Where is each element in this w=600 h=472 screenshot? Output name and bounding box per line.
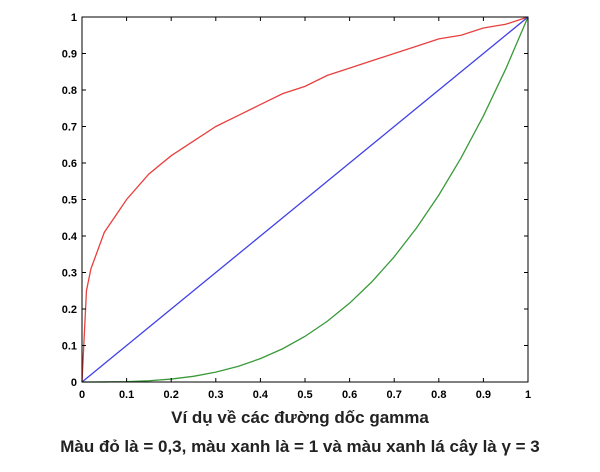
y-tick-label: 0.3 (62, 268, 77, 280)
x-tick-label: 0.4 (253, 389, 269, 400)
x-tick-label: 0.9 (476, 389, 491, 400)
caption-description: Màu đỏ là = 0,3, màu xanh là = 1 và màu … (60, 437, 540, 456)
x-tick-label: 0.8 (431, 389, 446, 400)
y-tick-label: 0.5 (62, 195, 77, 207)
y-tick-label: 0.8 (62, 85, 77, 97)
y-tick-label: 0.1 (62, 341, 77, 353)
x-axis: 0 0.1 0.2 0.3 0.4 0.5 0.6 0.7 0.8 0.9 1 (79, 17, 531, 400)
y-tick-label: 0 (71, 377, 77, 389)
x-tick-label: 0.1 (119, 389, 134, 400)
x-tick-label: 0.2 (164, 389, 179, 400)
x-tick-label: 0.3 (208, 389, 223, 400)
x-tick-label: 0.6 (342, 389, 357, 400)
y-tick-label: 0.2 (62, 304, 77, 316)
curves-layer (81, 16, 529, 383)
x-tick-label: 0.5 (297, 389, 312, 400)
series-line-1 (81, 16, 529, 383)
x-tick-label: 1 (525, 389, 531, 400)
y-tick-label: 0.4 (62, 231, 78, 243)
caption-title: Ví dụ về các đường dốc gamma (171, 408, 429, 427)
x-tick-label: 0 (79, 389, 85, 400)
y-axis: 0 0.1 0.2 0.3 0.4 0.5 0.6 0.7 0.8 0.9 1 (62, 12, 528, 389)
x-tick-label: 0.7 (387, 389, 402, 400)
y-tick-label: 0.6 (62, 158, 77, 170)
gamma-chart: 0 0.1 0.2 0.3 0.4 0.5 0.6 0.7 0.8 0.9 1 0 0.1 0.2 0.3… (62, 12, 531, 400)
y-tick-label: 0.9 (62, 49, 77, 61)
y-tick-label: 1 (71, 12, 77, 24)
series-line-2 (81, 16, 529, 383)
y-tick-label: 0.7 (62, 122, 77, 134)
